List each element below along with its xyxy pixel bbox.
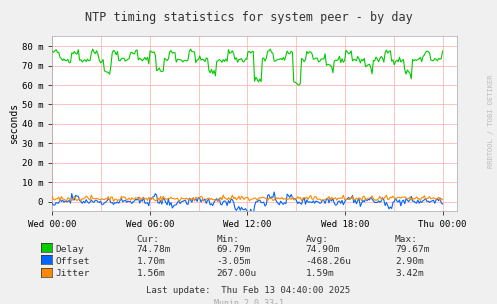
Text: Last update:  Thu Feb 13 04:40:00 2025: Last update: Thu Feb 13 04:40:00 2025	[147, 286, 350, 295]
Text: 267.00u: 267.00u	[216, 269, 256, 278]
Text: 74.78m: 74.78m	[137, 245, 171, 254]
Text: -468.26u: -468.26u	[306, 257, 352, 266]
Text: Munin 2.0.33-1: Munin 2.0.33-1	[214, 299, 283, 304]
Text: -3.05m: -3.05m	[216, 257, 250, 266]
Text: 69.79m: 69.79m	[216, 245, 250, 254]
Text: 2.90m: 2.90m	[395, 257, 424, 266]
Text: 3.42m: 3.42m	[395, 269, 424, 278]
Text: 79.67m: 79.67m	[395, 245, 429, 254]
Text: Cur:: Cur:	[137, 235, 160, 244]
Text: 1.70m: 1.70m	[137, 257, 166, 266]
Text: Avg:: Avg:	[306, 235, 329, 244]
Text: Offset: Offset	[56, 257, 90, 266]
Text: RRDTOOL / TOBI OETIKER: RRDTOOL / TOBI OETIKER	[488, 75, 494, 168]
Text: Delay: Delay	[56, 245, 84, 254]
Text: Jitter: Jitter	[56, 269, 90, 278]
Text: 1.56m: 1.56m	[137, 269, 166, 278]
Text: NTP timing statistics for system peer - by day: NTP timing statistics for system peer - …	[84, 11, 413, 24]
Text: Min:: Min:	[216, 235, 239, 244]
Text: Max:: Max:	[395, 235, 418, 244]
Text: 74.90m: 74.90m	[306, 245, 340, 254]
Text: 1.59m: 1.59m	[306, 269, 334, 278]
Y-axis label: seconds: seconds	[9, 103, 19, 144]
